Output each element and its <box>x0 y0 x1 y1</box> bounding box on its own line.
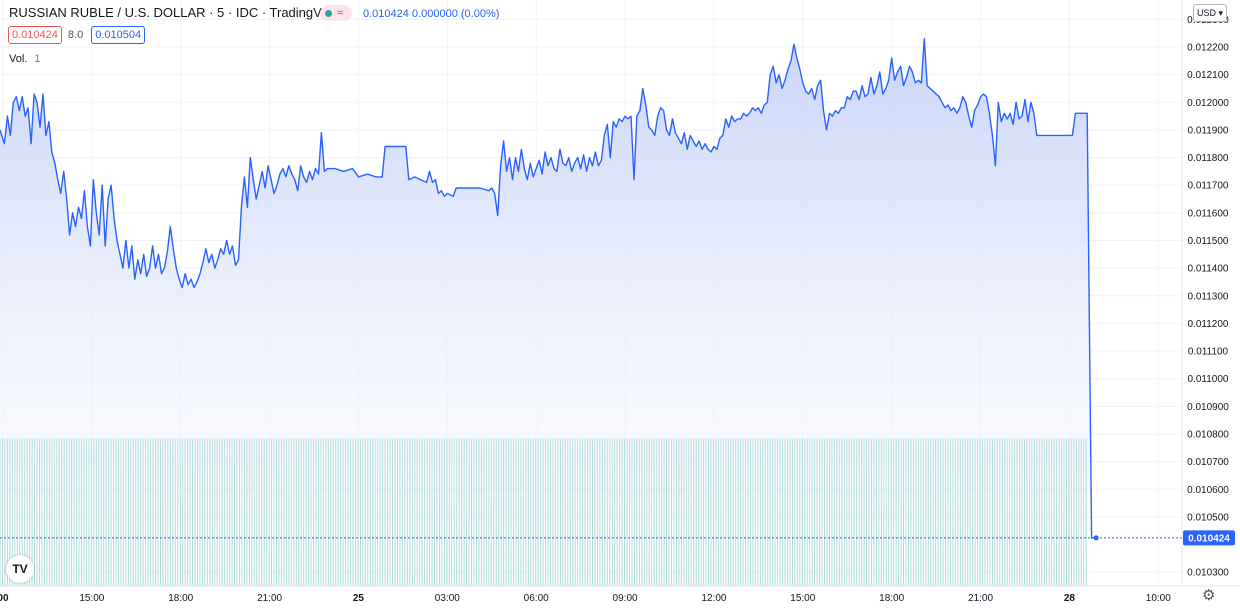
price-area-fill <box>0 38 1097 586</box>
y-tick-label: 0.011300 <box>1188 291 1229 302</box>
delayed-data-icon: ≈ <box>337 7 344 19</box>
y-tick-label: 0.010700 <box>1187 457 1229 468</box>
bid-ask-row: 0.010424 8.0 0.010504 <box>8 26 146 44</box>
volume-value: 1 <box>34 53 41 65</box>
y-tick-label: 0.010500 <box>1187 512 1229 523</box>
y-tick-label: 0.011000 <box>1188 374 1229 385</box>
last-price-value: 0.010424 <box>1188 533 1230 544</box>
y-tick-label: 0.012000 <box>1187 98 1229 109</box>
y-tick-label: 0.010600 <box>1187 485 1229 496</box>
ask-price[interactable]: 0.010504 <box>91 26 146 44</box>
y-tick-label: 0.011700 <box>1188 181 1229 192</box>
last-price-label: 0.010424 <box>1183 530 1235 546</box>
y-tick-label: 0.011400 <box>1188 264 1229 275</box>
x-tick-label: 09:00 <box>613 593 638 604</box>
symbol-title[interactable]: RUSSIAN RUBLE / U.S. DOLLAR · 5 · IDC · … <box>9 5 342 20</box>
last-price-dot <box>1093 535 1099 541</box>
market-status-badge[interactable]: ≈ <box>320 5 352 21</box>
y-tick-label: 0.011500 <box>1188 236 1229 247</box>
x-tick-label: 12:00 <box>701 593 726 604</box>
x-tick-label: 00 <box>0 593 9 604</box>
x-tick-label: 06:00 <box>524 593 549 604</box>
y-tick-label: 0.010300 <box>1187 568 1229 579</box>
x-tick-label: 25 <box>353 593 365 604</box>
price-axis[interactable]: 0.0123000.0122000.0121000.0120000.011900… <box>1187 15 1229 579</box>
y-tick-label: 0.011200 <box>1188 319 1229 330</box>
time-axis[interactable]: 00 15:00 18:00 21:00 25 03:00 06:00 09:00 12:00 1… <box>0 593 1171 604</box>
x-tick-label: 18:00 <box>168 593 193 604</box>
y-tick-label: 0.011100 <box>1188 347 1229 358</box>
y-tick-label: 0.011900 <box>1188 125 1229 136</box>
x-tick-label: 15:00 <box>79 593 104 604</box>
currency-selector-button[interactable]: USD ▾ <box>1193 4 1227 22</box>
x-tick-label: 28 <box>1064 593 1076 604</box>
y-tick-label: 0.011600 <box>1188 208 1229 219</box>
y-tick-label: 0.012200 <box>1187 42 1229 53</box>
volume-legend[interactable]: Vol. 1 <box>9 53 40 65</box>
y-tick-label: 0.010900 <box>1187 402 1229 413</box>
settings-gear-icon[interactable]: ⚙ <box>1202 587 1216 604</box>
tradingview-logo-icon[interactable]: TV <box>6 555 34 583</box>
y-tick-label: 0.011800 <box>1188 153 1229 164</box>
quote-change: 0.010424 0.000000 (0.00%) <box>363 8 500 20</box>
x-tick-label: 18:00 <box>879 593 904 604</box>
bid-price[interactable]: 0.010424 <box>8 26 62 44</box>
market-open-dot-icon <box>325 9 332 17</box>
x-tick-label: 21:00 <box>968 593 993 604</box>
x-tick-label: 10:00 <box>1146 593 1171 604</box>
volume-label: Vol. <box>9 53 28 65</box>
y-tick-label: 0.012100 <box>1187 70 1229 81</box>
x-tick-label: 15:00 <box>790 593 815 604</box>
x-tick-label: 21:00 <box>257 593 282 604</box>
y-tick-label: 0.010800 <box>1187 429 1229 440</box>
price-line <box>0 38 1097 539</box>
x-tick-label: 03:00 <box>435 593 460 604</box>
spread-value: 8.0 <box>67 29 84 41</box>
